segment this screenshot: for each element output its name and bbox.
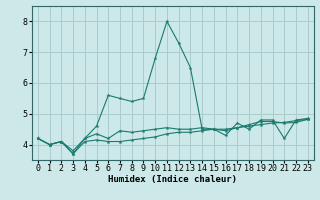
X-axis label: Humidex (Indice chaleur): Humidex (Indice chaleur) <box>108 175 237 184</box>
